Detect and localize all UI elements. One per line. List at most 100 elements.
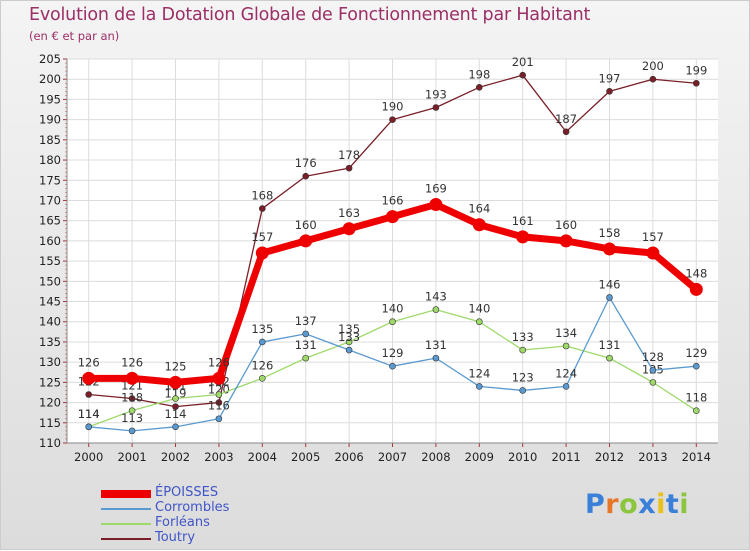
data-label-epoisses: 163 xyxy=(338,206,360,220)
data-point-forleans xyxy=(345,338,353,346)
y-tick-label: 130 xyxy=(39,355,61,369)
data-label-toutry: 199 xyxy=(685,63,707,77)
data-point-corrombles xyxy=(85,423,92,431)
data-label-epoisses: 126 xyxy=(208,355,230,369)
data-label-corrombles: 124 xyxy=(555,366,577,380)
x-tick-label: 2000 xyxy=(74,450,103,464)
data-point-epoisses xyxy=(603,242,616,256)
data-label-corrombles: 137 xyxy=(295,314,317,328)
data-label-epoisses: 164 xyxy=(468,202,490,216)
data-point-forleans xyxy=(606,354,613,362)
data-point-epoisses xyxy=(212,371,226,385)
data-point-corrombles xyxy=(649,366,657,374)
x-tick-label: 2007 xyxy=(378,450,407,464)
logo-letter: t xyxy=(665,489,680,520)
x-tick-label: 2009 xyxy=(465,450,494,464)
data-label-corrombles: 133 xyxy=(338,330,360,344)
data-point-forleans xyxy=(519,346,527,354)
data-point-corrombles xyxy=(692,362,700,370)
legend-item-toutry: Toutry xyxy=(101,530,301,546)
y-tick-label: 110 xyxy=(39,436,61,450)
logo-letter: r xyxy=(605,489,620,520)
data-point-corrombles xyxy=(606,294,613,301)
data-point-toutry xyxy=(85,391,92,398)
data-point-toutry xyxy=(692,79,700,87)
legend-item-epoisses: ÉPOISSES xyxy=(101,485,301,501)
data-label-corrombles: 113 xyxy=(121,411,143,425)
data-label-toutry: 176 xyxy=(295,156,317,170)
data-label-epoisses: 157 xyxy=(251,230,273,244)
y-tick-label: 200 xyxy=(39,72,61,86)
x-tick-label: 2012 xyxy=(595,450,624,464)
y-tick-label: 160 xyxy=(39,234,61,248)
x-tick-label: 2010 xyxy=(508,450,537,464)
data-point-epoisses xyxy=(299,234,313,248)
data-label-toutry: 198 xyxy=(468,67,490,81)
data-label-toutry: 201 xyxy=(512,55,534,69)
data-label-corrombles: 123 xyxy=(512,370,534,384)
data-label-forleans: 131 xyxy=(599,338,621,352)
chart-subtitle: (en € et par an) xyxy=(29,29,120,43)
data-label-epoisses: 126 xyxy=(121,355,143,369)
data-label-forleans: 140 xyxy=(382,302,404,316)
y-tick-label: 205 xyxy=(39,52,61,66)
data-label-corrombles: 128 xyxy=(642,350,664,364)
data-point-toutry xyxy=(606,88,613,95)
x-tick-label: 2011 xyxy=(551,450,580,464)
data-label-forleans: 143 xyxy=(425,290,447,304)
legend-item-corrombles: Corrombles xyxy=(101,500,301,516)
x-tick-label: 2014 xyxy=(682,450,711,464)
y-tick-label: 170 xyxy=(39,193,61,207)
data-label-epoisses: 158 xyxy=(599,226,621,240)
data-point-toutry xyxy=(475,83,483,91)
data-label-forleans: 131 xyxy=(295,338,317,352)
x-tick-label: 2001 xyxy=(117,450,146,464)
data-label-toutry: 200 xyxy=(642,59,664,73)
data-point-toutry xyxy=(519,71,527,79)
y-tick-label: 115 xyxy=(39,416,61,430)
legend-label-epoisses: ÉPOISSES xyxy=(155,485,219,500)
data-label-forleans: 126 xyxy=(251,358,273,372)
data-point-forleans xyxy=(475,318,483,326)
data-label-forleans: 135 xyxy=(338,322,360,336)
data-label-epoisses: 161 xyxy=(512,214,534,228)
data-point-corrombles xyxy=(562,383,570,390)
data-label-corrombles: 146 xyxy=(599,277,621,291)
data-label-forleans: 134 xyxy=(555,326,577,340)
data-point-corrombles xyxy=(389,362,396,370)
x-tick-label: 2003 xyxy=(204,450,233,464)
data-label-corrombles: 114 xyxy=(165,407,187,421)
y-tick-label: 180 xyxy=(39,153,61,167)
logo-letter: i xyxy=(679,489,690,520)
legend-label-corrombles: Corrombles xyxy=(155,500,230,515)
data-point-epoisses xyxy=(386,210,399,224)
data-point-toutry xyxy=(432,104,440,111)
data-label-forleans: 118 xyxy=(121,391,143,405)
data-label-forleans: 133 xyxy=(512,330,534,344)
data-label-toutry: 187 xyxy=(555,112,577,126)
data-label-forleans: 114 xyxy=(78,407,100,421)
data-label-epoisses: 148 xyxy=(685,266,707,280)
data-point-epoisses xyxy=(646,246,660,260)
data-point-corrombles xyxy=(128,427,136,435)
legend-item-forleans: Forléans xyxy=(101,515,301,531)
data-label-corrombles: 129 xyxy=(382,346,404,360)
x-tick-label: 2008 xyxy=(421,450,450,464)
data-label-toutry: 168 xyxy=(251,189,273,203)
data-point-corrombles xyxy=(345,346,353,354)
data-point-toutry xyxy=(302,172,310,180)
data-point-forleans xyxy=(692,407,700,414)
data-point-forleans xyxy=(432,306,440,313)
logo-letter: o xyxy=(619,489,639,520)
data-point-epoisses xyxy=(472,218,486,232)
data-point-corrombles xyxy=(258,338,266,346)
data-point-forleans xyxy=(258,375,266,382)
data-point-epoisses xyxy=(559,234,573,248)
data-point-epoisses xyxy=(429,198,443,212)
data-point-epoisses xyxy=(342,222,356,236)
data-point-toutry xyxy=(172,403,179,410)
data-point-toutry xyxy=(128,395,136,402)
data-point-epoisses xyxy=(169,375,182,389)
y-tick-label: 185 xyxy=(39,133,61,147)
legend-swatch-corrombles xyxy=(101,508,151,510)
